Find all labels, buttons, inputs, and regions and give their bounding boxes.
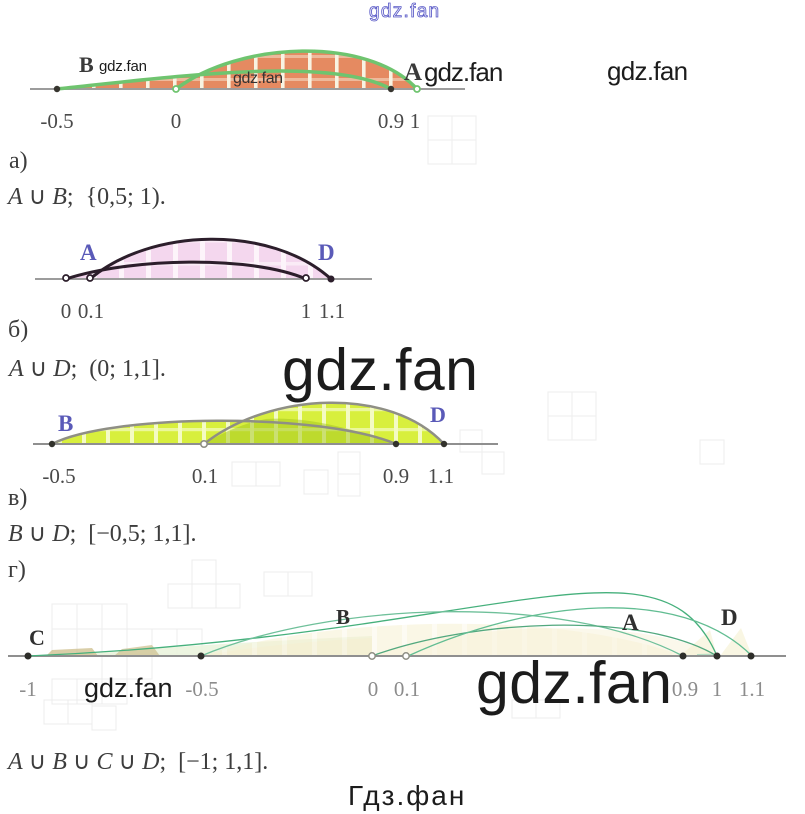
svg-text:0.9: 0.9: [378, 109, 404, 133]
svg-text:A: A: [622, 610, 639, 635]
svg-text:gdz.fan: gdz.fan: [369, 1, 440, 22]
svg-text:0.1: 0.1: [192, 464, 218, 488]
svg-text:C: C: [29, 625, 45, 650]
svg-text:г): г): [8, 557, 26, 583]
svg-text:gdz.fan: gdz.fan: [99, 58, 147, 75]
svg-text:B: B: [79, 52, 94, 77]
svg-text:1: 1: [301, 299, 312, 323]
svg-text:A ∪ B; {0,5; 1).: A ∪ B; {0,5; 1).: [6, 184, 166, 210]
svg-text:A: A: [404, 59, 422, 86]
svg-text:D: D: [430, 402, 446, 427]
svg-text:gdz.fan: gdz.fan: [233, 70, 283, 87]
svg-text:0.9: 0.9: [383, 464, 409, 488]
svg-text:0.9: 0.9: [672, 677, 698, 701]
svg-text:A ∪ B ∪ C ∪ D; [−1; 1,1].: A ∪ B ∪ C ∪ D; [−1; 1,1].: [6, 749, 268, 775]
svg-text:B ∪ D; [−0,5; 1,1].: B ∪ D; [−0,5; 1,1].: [8, 521, 196, 547]
svg-text:-0.5: -0.5: [42, 464, 75, 488]
svg-text:в): в): [8, 485, 27, 511]
svg-text:1: 1: [410, 109, 421, 133]
svg-text:1: 1: [712, 677, 723, 701]
svg-text:gdz.fan: gdz.fan: [424, 57, 502, 87]
svg-text:1.1: 1.1: [739, 677, 765, 701]
svg-text:1.1: 1.1: [428, 464, 454, 488]
svg-text:Гдз.фан: Гдз.фан: [348, 780, 466, 811]
svg-text:B: B: [58, 411, 73, 436]
svg-text:-1: -1: [19, 677, 37, 701]
svg-text:A ∪ D; (0; 1,1].: A ∪ D; (0; 1,1].: [7, 356, 166, 382]
svg-text:gdz.fan: gdz.fan: [607, 56, 687, 86]
svg-text:а): а): [9, 148, 28, 174]
svg-text:0.1: 0.1: [394, 677, 420, 701]
svg-text:D: D: [318, 240, 335, 265]
svg-text:D: D: [721, 605, 738, 630]
svg-text:gdz.fan: gdz.fan: [282, 337, 478, 403]
svg-text:B: B: [336, 605, 350, 629]
svg-text:0: 0: [61, 299, 72, 323]
svg-text:0.1: 0.1: [78, 299, 104, 323]
svg-text:б): б): [8, 317, 28, 343]
svg-text:-0.5: -0.5: [185, 677, 218, 701]
svg-text:A: A: [80, 240, 97, 265]
svg-text:gdz.fan: gdz.fan: [476, 650, 672, 716]
svg-text:0: 0: [368, 677, 379, 701]
svg-text:1.1: 1.1: [319, 299, 345, 323]
svg-text:0: 0: [171, 109, 182, 133]
svg-text:gdz.fan: gdz.fan: [84, 673, 173, 703]
svg-text:-0.5: -0.5: [40, 109, 73, 133]
